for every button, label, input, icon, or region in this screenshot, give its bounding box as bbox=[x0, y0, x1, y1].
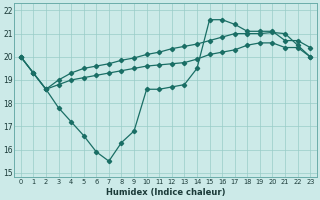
X-axis label: Humidex (Indice chaleur): Humidex (Indice chaleur) bbox=[106, 188, 225, 197]
